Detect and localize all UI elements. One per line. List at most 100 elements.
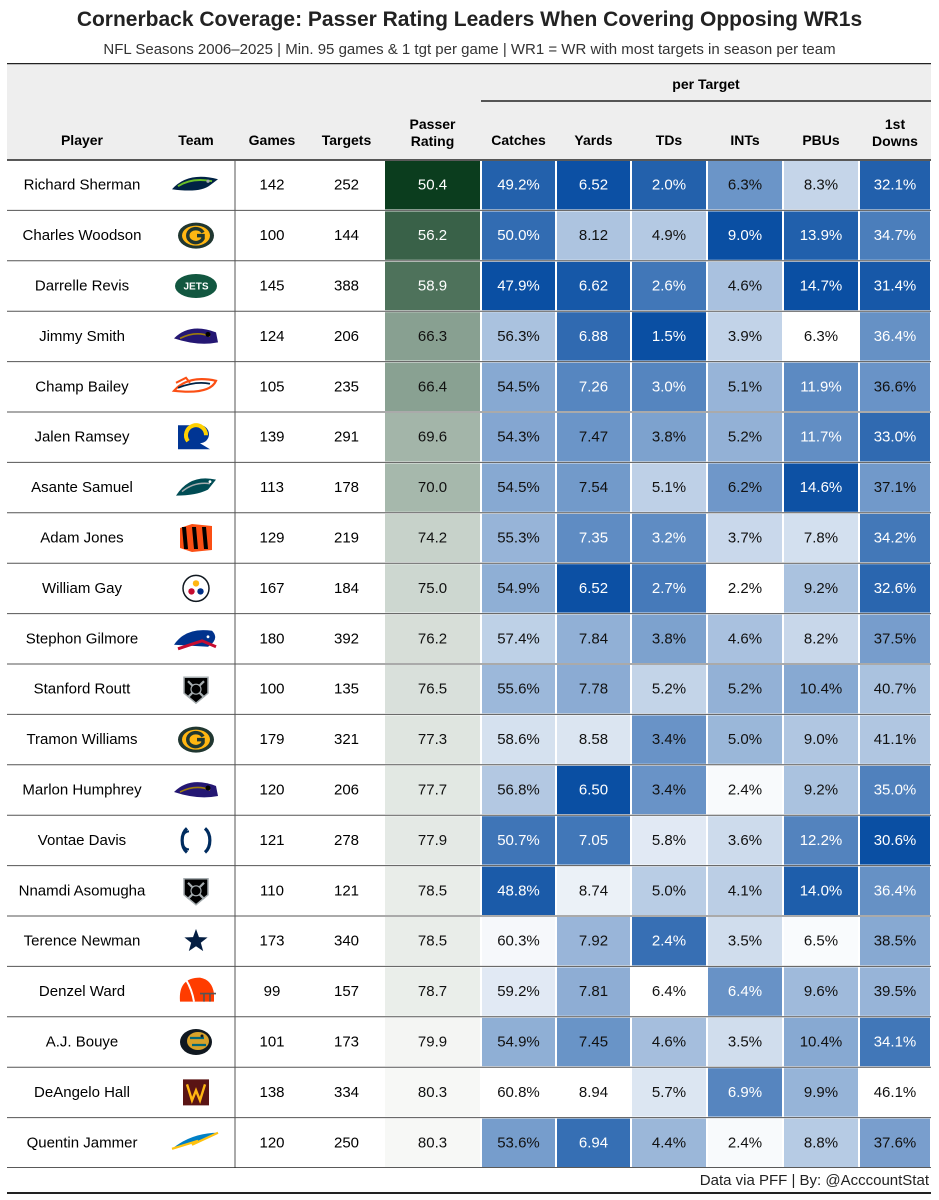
table-row: 66.3 56.3% 6.88 1.5% 3.9% 6.3% 36.4% Jimmy Smit… — [7, 312, 931, 363]
cell-bg-tds — [632, 866, 706, 915]
cell-games: 124 — [259, 328, 284, 345]
header-background — [7, 63, 931, 160]
cell-bg-pbus — [784, 513, 858, 563]
cell-player: Terence Newman — [24, 933, 141, 950]
cell-yards: 7.54 — [579, 479, 608, 496]
table-row: 80.3 60.8% 8.94 5.7% 6.9% 9.9% 46.1% DeAngelo H… — [7, 1068, 931, 1119]
cell-targets: 252 — [334, 177, 359, 194]
cell-targets: 184 — [334, 580, 359, 597]
cowboys-logo-icon — [181, 925, 211, 954]
cell-pbus: 8.8% — [804, 1134, 838, 1151]
table-row: 78.5 48.8% 8.74 5.0% 4.1% 14.0% 36.4% Nnamdi As… — [7, 866, 931, 917]
cell-bg-catches — [482, 211, 555, 260]
cell-pbus: 11.9% — [800, 378, 841, 395]
cell-ints: 9.0% — [728, 227, 762, 244]
cell-player: A.J. Bouye — [46, 1034, 119, 1051]
cell-bg-tds — [632, 665, 706, 714]
table-row: 66.4 54.5% 7.26 3.0% 5.1% 11.9% 36.6% Champ Bai… — [7, 362, 931, 413]
svg-text:JETS: JETS — [183, 282, 208, 293]
cell-pbus: 9.9% — [804, 1084, 838, 1101]
table-row: 80.3 53.6% 6.94 4.4% 2.4% 8.8% 37.6% Quentin Ja… — [7, 1118, 931, 1168]
cell-bg-tds — [632, 1017, 706, 1067]
cell-yards: 7.47 — [579, 429, 608, 446]
cell-tds: 6.4% — [652, 983, 686, 1000]
cell-yards: 8.94 — [579, 1084, 608, 1101]
cell-catches: 49.2% — [497, 177, 540, 194]
cell-bg-ints — [708, 513, 782, 563]
cell-bg-yards — [557, 312, 630, 361]
cell-bg-pbus — [784, 665, 858, 714]
cell-bg-yards — [557, 816, 630, 865]
cell-bg-first_downs — [860, 665, 930, 714]
bills-logo-icon — [174, 630, 217, 651]
cell-bg-ints — [708, 1118, 782, 1167]
cell-bg-catches — [482, 413, 555, 462]
cell-pbus: 10.4% — [800, 681, 843, 698]
cell-catches: 55.6% — [497, 681, 540, 698]
cell-games: 110 — [260, 882, 284, 899]
cell-tds: 4.4% — [652, 1134, 686, 1151]
cell-ints: 5.2% — [728, 429, 762, 446]
table-row: 77.9 50.7% 7.05 5.8% 3.6% 12.2% 30.6% Vontae Da… — [7, 816, 931, 867]
cell-first_downs: 37.5% — [874, 630, 917, 647]
cell-bg-rating — [385, 917, 480, 966]
cell-yards: 7.05 — [579, 832, 608, 849]
cell-bg-tds — [632, 161, 706, 210]
cell-yards: 6.88 — [579, 328, 608, 345]
cell-bg-first_downs — [860, 513, 930, 563]
table-row: 76.5 55.6% 7.78 5.2% 5.2% 10.4% 40.7% Stanford … — [7, 665, 931, 715]
cell-rating: 78.7 — [418, 983, 447, 1000]
cell-bg-rating — [385, 463, 480, 512]
cell-catches: 56.8% — [497, 782, 540, 799]
cell-bg-first_downs — [860, 362, 930, 411]
cell-tds: 3.4% — [652, 782, 686, 799]
cell-yards: 7.84 — [579, 630, 608, 647]
cell-targets: 235 — [334, 378, 359, 395]
ravens-logo-icon — [174, 782, 218, 798]
cell-ints: 2.2% — [728, 580, 762, 597]
cell-rating: 74.2 — [418, 530, 447, 547]
cell-bg-pbus — [784, 866, 858, 915]
browns-logo-icon — [179, 977, 216, 1002]
cell-bg-first_downs — [860, 816, 930, 865]
footer-credit: Data via PFF | By: @AcccountStat — [699, 1172, 929, 1189]
cell-bg-yards — [557, 917, 630, 966]
cell-bg-tds — [632, 513, 706, 563]
cell-bg-yards — [557, 665, 630, 714]
ravens-logo-icon — [174, 328, 218, 344]
cell-bg-catches — [482, 1118, 555, 1167]
cell-bg-catches — [482, 564, 555, 613]
cell-bg-ints — [708, 564, 782, 613]
cell-rating: 50.4 — [418, 177, 447, 194]
cell-games: 142 — [259, 177, 284, 194]
cell-rating: 78.5 — [418, 933, 447, 950]
table-row: 50.4 49.2% 6.52 2.0% 6.3% 8.3% 32.1% Richard Sh… — [7, 161, 931, 211]
cell-pbus: 14.6% — [800, 479, 843, 496]
cell-yards: 8.74 — [579, 882, 608, 899]
cell-bg-pbus — [784, 211, 858, 260]
cell-bg-yards — [557, 564, 630, 613]
cell-catches: 56.3% — [497, 328, 540, 345]
cell-bg-first_downs — [860, 715, 930, 764]
cell-rating: 77.9 — [418, 832, 447, 849]
cell-bg-catches — [482, 261, 555, 311]
cell-tds: 3.8% — [652, 429, 686, 446]
cell-targets: 178 — [334, 479, 359, 496]
column-header-catches: Catches — [491, 132, 546, 148]
cell-first_downs: 34.2% — [874, 530, 917, 547]
column-header-first_downs-line1: 1st — [885, 116, 906, 132]
cell-targets: 250 — [334, 1134, 359, 1151]
cell-first_downs: 31.4% — [874, 278, 917, 295]
group-header-per-target: per Target — [672, 76, 740, 92]
cell-bg-catches — [482, 1068, 555, 1117]
cell-player: Denzel Ward — [39, 983, 125, 1000]
cell-first_downs: 37.6% — [874, 1134, 917, 1151]
cell-bg-first_downs — [860, 1118, 930, 1167]
cell-rating: 66.3 — [418, 328, 447, 345]
cell-bg-pbus — [784, 1068, 858, 1117]
column-header-games: Games — [249, 132, 296, 148]
cell-bg-first_downs — [860, 261, 930, 311]
cell-games: 121 — [259, 832, 284, 849]
table-row: 74.2 55.3% 7.35 3.2% 3.7% 7.8% 34.2% Adam Jones… — [7, 513, 931, 564]
cell-targets: 135 — [334, 681, 359, 698]
